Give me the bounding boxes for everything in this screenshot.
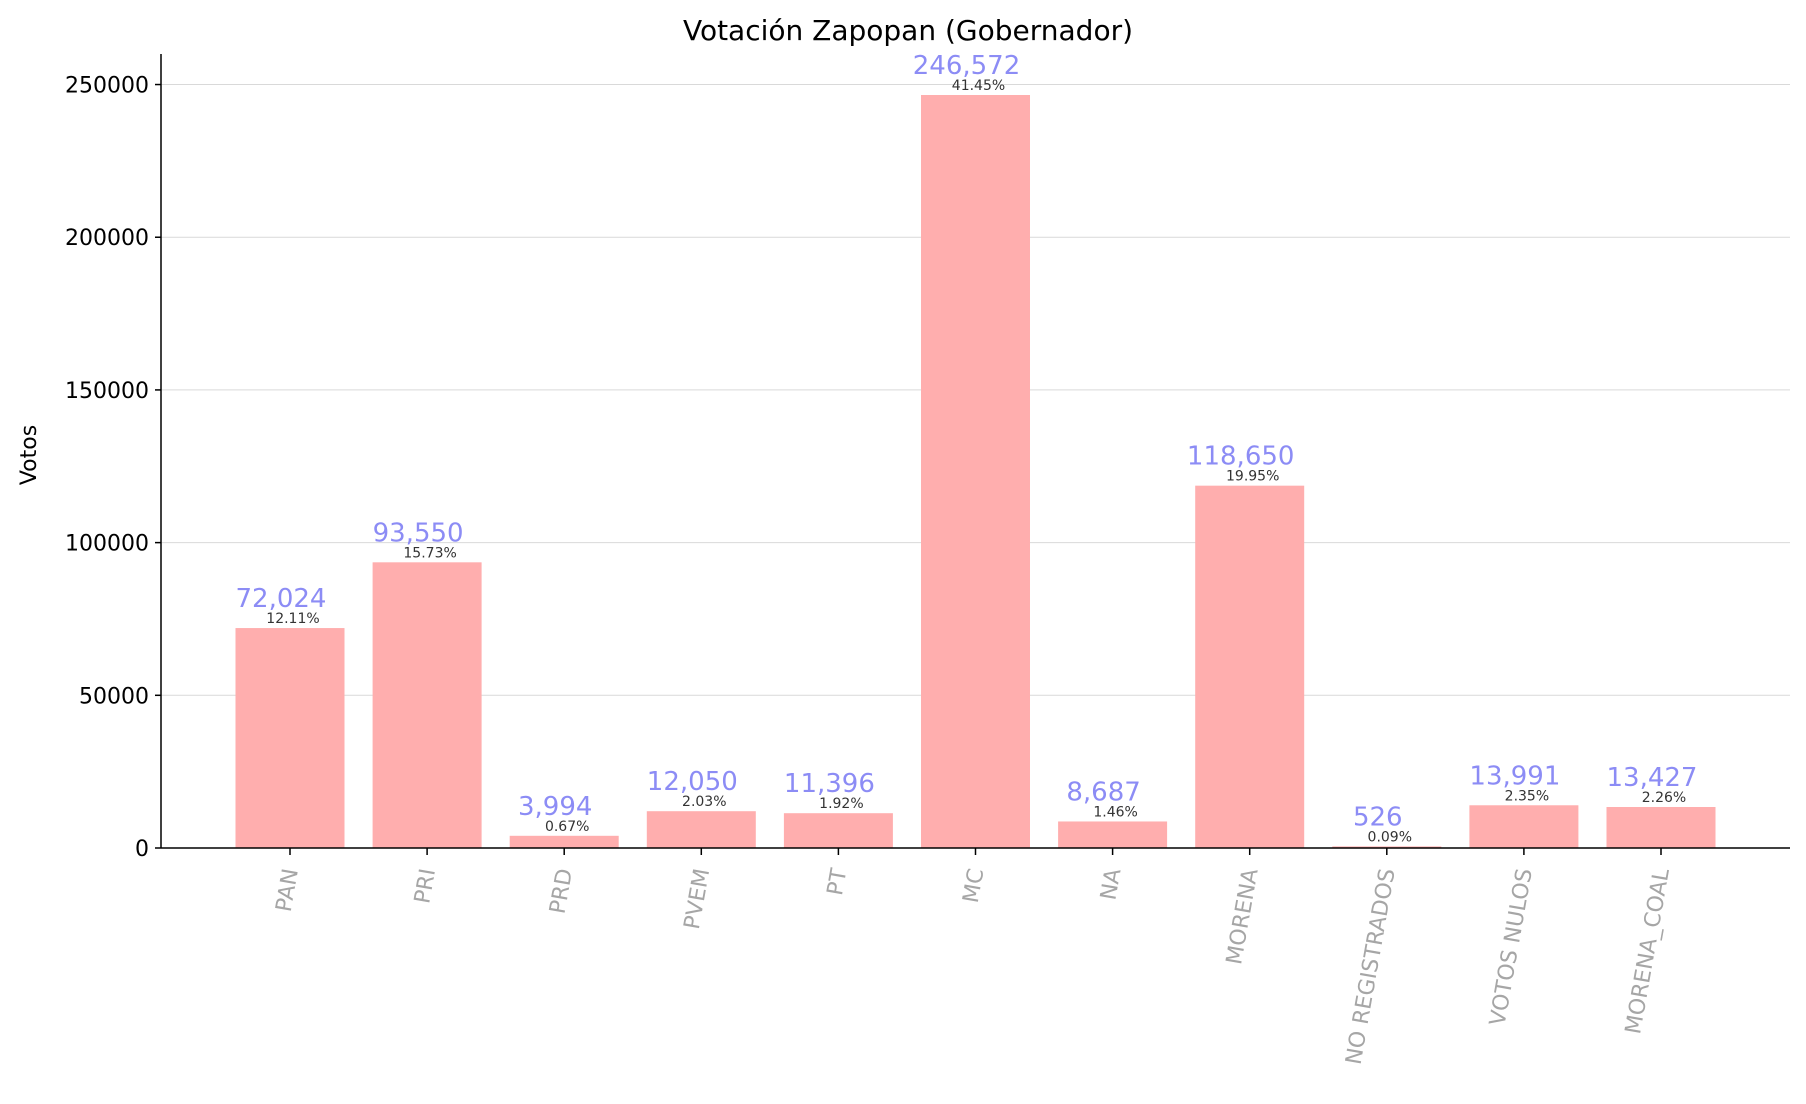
value-label: 8,687 (1066, 777, 1140, 807)
x-tick-label: PRD (546, 867, 579, 916)
value-label: 246,572 (913, 51, 1021, 81)
percent-label: 0.09% (1368, 829, 1412, 845)
bar-na (1058, 821, 1168, 848)
x-tick-label: NO REGISTRADOS (1342, 867, 1401, 1067)
y-tick-label: 200000 (65, 226, 149, 251)
bars (235, 95, 1716, 848)
value-label: 12,050 (647, 767, 738, 797)
bar-no-registrados (1332, 846, 1442, 848)
value-label: 526 (1353, 802, 1403, 832)
percent-label: 15.73% (403, 545, 456, 561)
value-label: 3,994 (518, 792, 592, 822)
bar-pt (783, 813, 893, 848)
chart-title: Votación Zapopan (Gobernador) (683, 14, 1133, 47)
x-tick-label: PRI (410, 867, 441, 906)
value-label: 13,991 (1469, 761, 1560, 791)
percent-label: 0.67% (545, 819, 589, 835)
x-tick-label: MORENA (1222, 867, 1263, 967)
y-tick-label: 50000 (79, 684, 149, 709)
x-axis-ticks: PAN PRI PRD PVEM PT MC NA MORENA NO REGISTRADOS V… (272, 848, 1675, 1067)
value-label: 11,396 (784, 769, 875, 799)
y-axis-ticks: 0 50000 100000 150000 200000 250000 (65, 74, 161, 862)
bar-prd (509, 835, 619, 848)
y-tick-label: 150000 (65, 379, 149, 404)
bar-pan (235, 628, 345, 848)
y-tick-label: 250000 (65, 74, 149, 99)
bar-mc (921, 95, 1030, 848)
y-tick-label: 100000 (65, 532, 149, 557)
bar-votos-nulos (1469, 805, 1579, 848)
bar-pri (372, 562, 482, 848)
bar-morena (1195, 485, 1305, 848)
bar-pvem (646, 811, 756, 848)
x-tick-label: PVEM (680, 867, 715, 932)
x-tick-label: VOTOS NULOS (1486, 867, 1538, 1028)
bar-morena-coal (1606, 806, 1716, 848)
percent-label: 2.26% (1642, 790, 1686, 806)
percent-label: 12.11% (266, 611, 319, 627)
y-axis-label: Votos (17, 425, 42, 485)
percent-label: 19.95% (1226, 469, 1279, 485)
percent-label: 2.35% (1505, 788, 1549, 804)
y-tick-label: 0 (135, 837, 149, 862)
value-label: 72,024 (236, 584, 327, 614)
value-label: 93,550 (373, 518, 464, 548)
percent-label: 1.46% (1093, 804, 1137, 820)
percent-label: 41.45% (952, 78, 1005, 94)
value-label: 13,427 (1607, 763, 1698, 793)
percent-label: 2.03% (682, 794, 726, 810)
x-tick-label: NA (1096, 867, 1126, 902)
x-tick-label: PAN (272, 867, 304, 914)
x-tick-label: MC (959, 867, 990, 905)
x-tick-label: MORENA_COAL (1621, 866, 1675, 1036)
value-label: 118,650 (1187, 442, 1295, 472)
percent-label: 1.92% (819, 796, 863, 812)
x-tick-label: PT (823, 866, 852, 897)
